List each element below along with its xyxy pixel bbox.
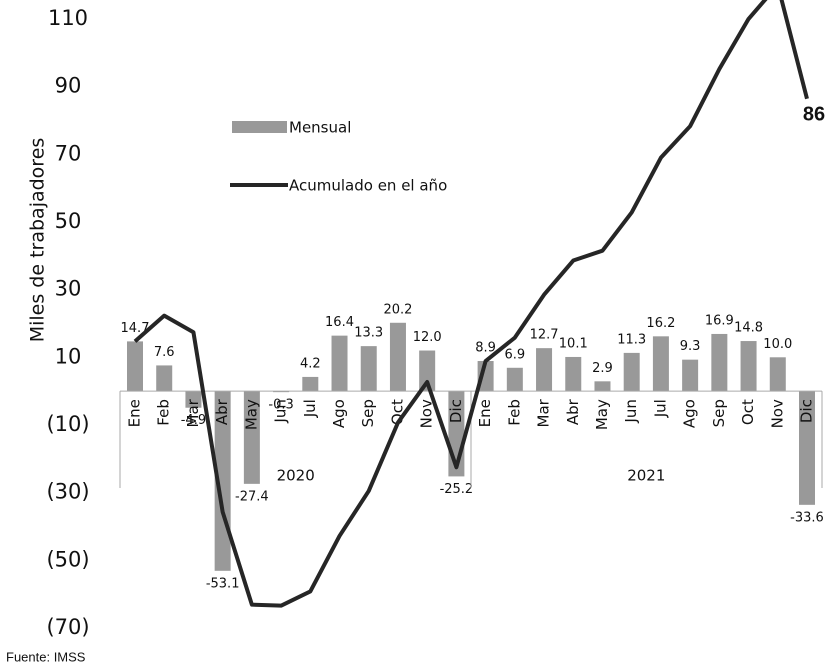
x-tick-label: Ene xyxy=(476,399,494,427)
x-tick-label: Jul xyxy=(651,399,669,418)
bar xyxy=(623,352,640,392)
bar-value-label: 12.0 xyxy=(413,330,442,345)
bar-value-label: -53.1 xyxy=(206,576,240,591)
x-tick-label: Sep xyxy=(359,399,377,427)
end-annotation: 86 xyxy=(803,103,825,125)
bar-value-label: 16.2 xyxy=(646,316,675,331)
x-tick-label: Sep xyxy=(710,399,728,427)
bar xyxy=(302,376,319,392)
bar-value-label: 2.9 xyxy=(592,361,613,376)
y-tick-label: (50) xyxy=(46,547,89,571)
bar-value-label: 14.8 xyxy=(734,321,763,336)
bar-value-label: 16.4 xyxy=(325,315,354,330)
x-tick-label: Dic xyxy=(447,399,465,423)
x-tick-label: Dic xyxy=(798,399,816,423)
bar-value-label: 9.3 xyxy=(680,339,701,354)
source: Fuente: IMSS xyxy=(6,649,86,664)
bar-value-label: 20.2 xyxy=(383,302,412,317)
y-tick-label: 50 xyxy=(55,209,82,233)
x-tick-label: Feb xyxy=(505,399,523,426)
x-tick-label: Ago xyxy=(330,399,348,428)
y-tick-label: 110 xyxy=(48,6,88,30)
x-tick-label: Abr xyxy=(213,398,231,425)
bar xyxy=(185,391,202,408)
bar xyxy=(594,381,611,392)
bar xyxy=(652,336,669,392)
bar xyxy=(156,365,173,392)
y-axis-title: Miles de trabajadores xyxy=(27,138,49,343)
bar xyxy=(127,341,143,392)
bar-value-label: 7.6 xyxy=(154,345,175,360)
y-tick-label: 70 xyxy=(55,141,82,165)
x-tick-label: Abr xyxy=(564,398,582,425)
x-tick-label: Nov xyxy=(768,399,786,428)
y-tick-label: (70) xyxy=(46,615,89,639)
x-tick-label: Mar xyxy=(184,398,202,427)
group-label: 2021 xyxy=(627,467,665,485)
x-tick-label: Feb xyxy=(155,399,173,426)
y-tick-label: 30 xyxy=(55,277,82,301)
bar-value-label: 11.3 xyxy=(617,332,646,347)
bar-value-label: 10.1 xyxy=(559,336,588,351)
bar-value-label: 8.9 xyxy=(475,341,496,356)
group-label: 2020 xyxy=(277,467,315,485)
y-tick-label: 10 xyxy=(55,344,82,368)
bar-value-label: -4.9 xyxy=(181,413,206,428)
bar xyxy=(389,322,406,392)
legend-label: Acumulado en el año xyxy=(289,177,447,195)
bar xyxy=(682,359,699,392)
bar-value-label: 13.3 xyxy=(354,326,383,341)
bar-value-label: 6.9 xyxy=(504,347,525,362)
x-tick-label: May xyxy=(242,399,260,430)
x-tick-label: Oct xyxy=(739,399,757,425)
y-tick-label: (30) xyxy=(46,480,89,504)
bar-value-label: 4.2 xyxy=(300,356,321,371)
x-tick-label: May xyxy=(593,399,611,430)
x-tick-label: Jul xyxy=(301,399,319,418)
y-tick-label: 90 xyxy=(55,74,82,98)
bar-value-label: -0.3 xyxy=(268,398,293,413)
bar xyxy=(506,367,523,392)
bar-value-label: 12.7 xyxy=(530,328,559,343)
bar xyxy=(360,346,377,392)
bar-value-label: 14.7 xyxy=(121,321,150,336)
y-tick-label: (10) xyxy=(46,412,89,436)
bar xyxy=(273,391,290,393)
x-tick-label: Nov xyxy=(418,399,436,428)
bar-value-label: -27.4 xyxy=(235,489,269,504)
legend-swatch xyxy=(232,121,287,133)
bar xyxy=(740,341,757,392)
bar xyxy=(565,356,582,392)
x-tick-label: Ago xyxy=(681,399,699,428)
bar xyxy=(536,348,553,392)
bar xyxy=(799,391,815,505)
bar xyxy=(419,350,436,392)
bar-value-label: 10.0 xyxy=(763,337,792,352)
x-tick-label: Jun xyxy=(272,399,290,423)
bar-value-label: -25.2 xyxy=(440,482,474,497)
bar xyxy=(711,333,728,392)
bar xyxy=(243,391,260,484)
bar xyxy=(331,335,348,392)
bar-value-label: 16.9 xyxy=(705,313,734,328)
legend-label: Mensual xyxy=(289,119,351,137)
cumulative-line xyxy=(133,0,809,608)
x-tick-label: Ene xyxy=(126,399,144,427)
bar xyxy=(769,357,786,392)
x-tick-label: Mar xyxy=(535,398,553,427)
bar-value-label: -33.6 xyxy=(790,510,824,525)
x-tick-label: Jun xyxy=(622,399,640,423)
